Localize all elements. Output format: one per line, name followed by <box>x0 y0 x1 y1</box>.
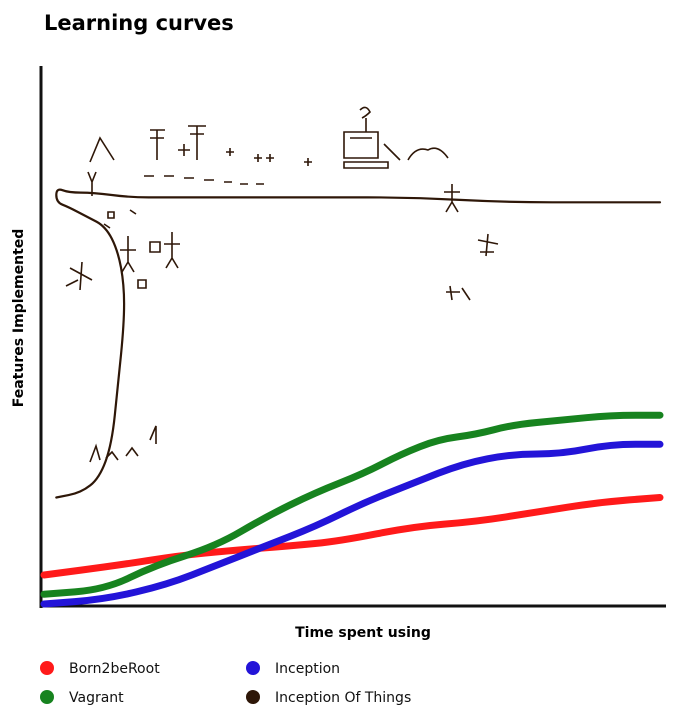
legend: Born2beRoot Inception Vagrant Inception … <box>40 661 411 706</box>
rock-icon <box>103 209 161 289</box>
driver-icon <box>359 106 371 132</box>
cross-icon <box>304 158 312 166</box>
cross-icon <box>178 144 190 156</box>
y-axis-label: Features Implemented <box>11 229 27 408</box>
series-line-vagrant <box>40 411 664 598</box>
falling-figure-icon <box>120 236 136 273</box>
series-line-inception-of-things <box>55 188 662 499</box>
falling-figure-icon <box>477 233 499 257</box>
legend-marker-vagrant <box>40 690 54 704</box>
falling-figure-icon <box>164 232 180 269</box>
legend-label-inception: Inception <box>275 661 340 677</box>
climbing-figures-icon <box>89 425 157 463</box>
crack-line <box>144 175 264 185</box>
tent-icon <box>89 136 115 163</box>
cross-icon <box>226 148 234 156</box>
chart-title: Learning curves <box>44 11 234 35</box>
legend-marker-born2beroot <box>40 661 54 675</box>
series-line-born2beroot <box>40 494 664 579</box>
x-axis-label: Time spent using <box>295 625 431 641</box>
series-layer <box>40 188 664 608</box>
legend-label-inception-of-things: Inception Of Things <box>275 690 411 706</box>
legend-marker-inception-of-things <box>246 690 260 704</box>
cross-icon <box>254 154 274 162</box>
stick-figure-icon <box>188 125 206 160</box>
rubble-icon <box>407 147 449 161</box>
falling-figure-icon <box>444 184 460 213</box>
falling-figure-icon <box>65 261 93 291</box>
stick-figure-icon <box>150 129 165 160</box>
bulldozer-icon <box>343 131 401 169</box>
legend-marker-inception <box>246 661 260 675</box>
legend-label-born2beroot: Born2beRoot <box>69 661 160 677</box>
falling-figure-icon <box>446 285 471 301</box>
legend-label-vagrant: Vagrant <box>69 690 124 706</box>
cliff-doodles <box>65 106 499 463</box>
series-line-inception <box>40 440 664 608</box>
